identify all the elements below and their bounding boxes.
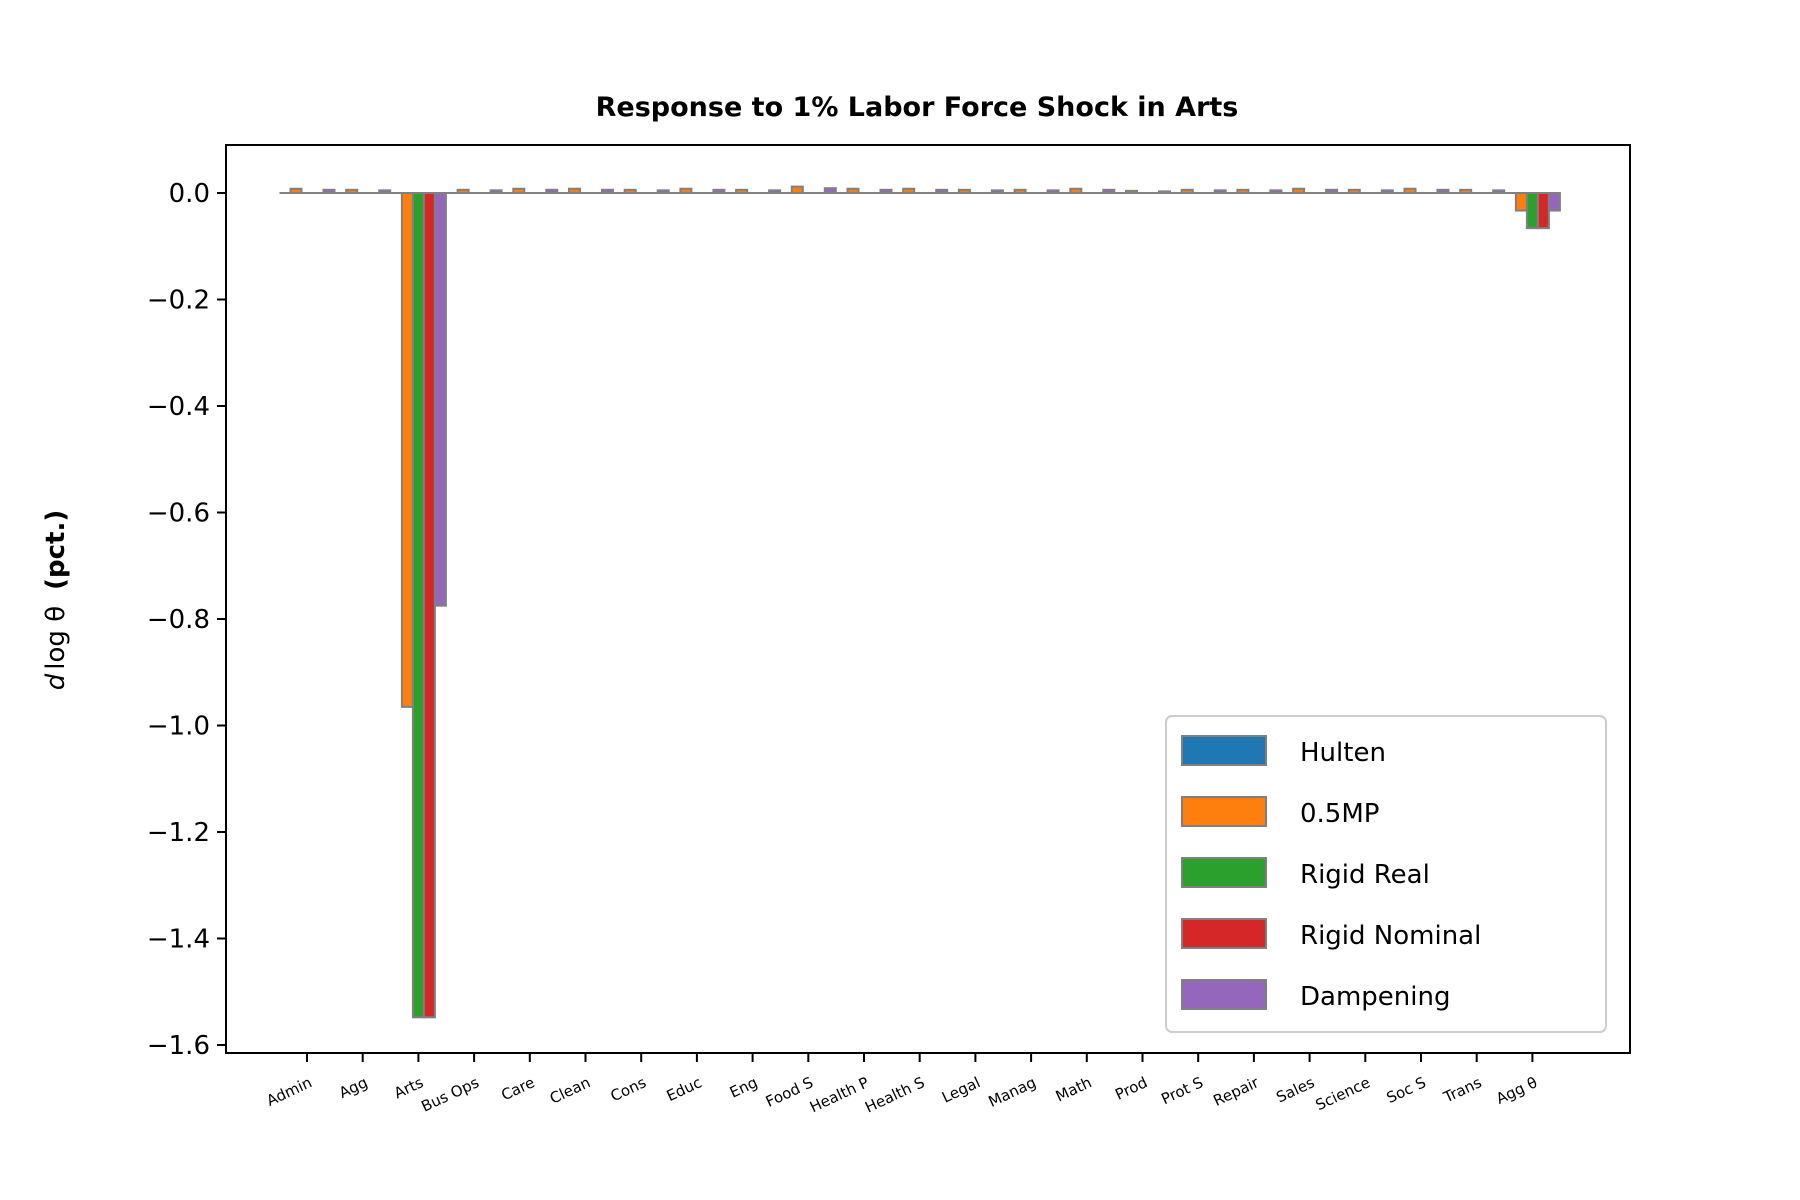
y-axis: 0.0 −0.2 −0.4 −0.6 −0.8 −1.0 −1.2 −1.4 −1.6 [147, 179, 226, 1061]
y-tick-label: −1.4 [147, 925, 210, 955]
y-tick-label: −0.4 [147, 392, 210, 422]
x-tick-label: Care [498, 1073, 537, 1104]
x-tick-label: Agg [336, 1073, 370, 1102]
x-tick-label: Admin [264, 1073, 315, 1110]
x-tick-label: Cons [608, 1073, 649, 1105]
legend-label-dampening: Dampening [1300, 982, 1450, 1012]
x-tick-label: Sales [1273, 1073, 1317, 1106]
x-tick-label: Educ [664, 1073, 705, 1105]
legend-label-rigid-real: Rigid Real [1300, 860, 1430, 890]
y-axis-label-units: (pct.) [41, 510, 71, 590]
x-tick-label: Science [1313, 1073, 1373, 1114]
plot-area-frame [225, 144, 1631, 1054]
y-tick-label: −0.2 [147, 286, 210, 316]
legend-swatch-rigid-nominal [1181, 918, 1267, 949]
chart-title: Response to 1% Labor Force Shock in Arts [596, 92, 1239, 123]
x-tick-label: Math [1053, 1073, 1095, 1105]
y-tick-label: −0.6 [147, 499, 210, 529]
legend: Hulten 0.5MP Rigid Real Rigid Nominal Dampen… [1165, 715, 1607, 1033]
y-tick-label: 0.0 [169, 179, 210, 209]
bar-dampening-2 [433, 192, 447, 607]
x-tick-label: Trans [1440, 1073, 1485, 1107]
bar-rigid-real-2 [411, 192, 425, 1019]
x-tick-label: Health S [862, 1073, 927, 1116]
x-tick-label: Agg θ [1493, 1073, 1540, 1108]
legend-swatch-rigid-real [1181, 857, 1267, 888]
y-axis-label: d log θ (pct.) [41, 510, 71, 690]
y-tick-label: −1.0 [147, 712, 210, 742]
x-tick-label: Repair [1210, 1073, 1262, 1110]
bar-dampening-22 [1547, 192, 1561, 212]
x-tick-label: Food S [763, 1073, 816, 1111]
x-tick-label: Health P [807, 1073, 872, 1116]
bar-0-5mp-22 [1514, 192, 1528, 212]
x-tick-label: Prot S [1158, 1073, 1205, 1108]
legend-label-0-5mp: 0.5MP [1300, 799, 1379, 829]
legend-box [1165, 715, 1607, 1033]
bar-0-5mp-2 [400, 192, 414, 708]
x-tick-label: Bus Ops [418, 1073, 482, 1115]
x-tick-label: Eng [727, 1073, 760, 1101]
legend-swatch-0-5mp [1181, 796, 1267, 827]
y-tick-label: −1.6 [147, 1031, 210, 1061]
legend-label-hulten: Hulten [1300, 738, 1386, 768]
x-tick-label: Soc S [1384, 1073, 1429, 1107]
y-axis-label-math: log θ [41, 606, 71, 670]
y-axis-label-d: d [41, 673, 71, 690]
bar-rigid-real-22 [1525, 192, 1539, 230]
y-tick-label: −1.2 [147, 818, 210, 848]
legend-swatch-dampening [1181, 979, 1267, 1010]
x-tick-label: Manag [986, 1073, 1039, 1111]
y-tick-label: −0.8 [147, 605, 210, 635]
bar-rigid-nominal-22 [1536, 192, 1550, 230]
legend-swatch-hulten [1181, 735, 1267, 766]
x-tick-label: Prod [1112, 1073, 1150, 1103]
x-tick-label: Clean [547, 1073, 593, 1107]
bar-rigid-nominal-2 [422, 192, 436, 1019]
x-tick-label: Legal [939, 1073, 983, 1106]
legend-label-rigid-nominal: Rigid Nominal [1300, 921, 1481, 951]
